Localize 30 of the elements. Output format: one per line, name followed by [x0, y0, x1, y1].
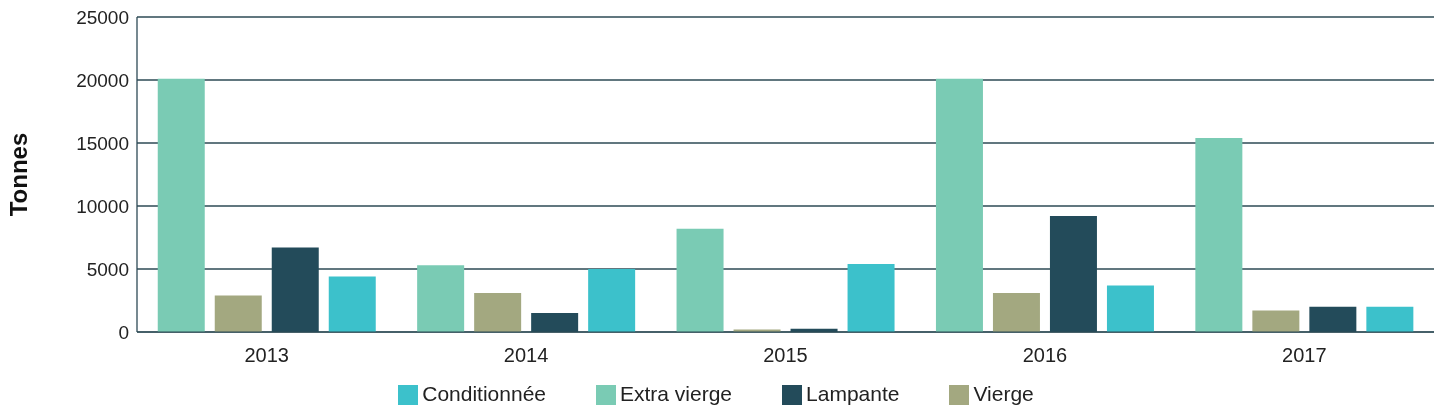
- x-tick-label: 2013: [244, 344, 289, 367]
- bar: [474, 292, 522, 332]
- x-tick-label: 2017: [1282, 344, 1327, 367]
- y-tick-label: 0: [118, 321, 129, 343]
- bar: [588, 269, 636, 332]
- x-tick-label: 2016: [1022, 344, 1068, 367]
- y-axis-title: Tonnes: [4, 132, 32, 217]
- bar: [1366, 306, 1414, 332]
- y-tick-label: 25000: [76, 6, 129, 28]
- legend-label: Lampante: [806, 382, 900, 405]
- y-tick-label: 20000: [76, 69, 129, 91]
- x-tick-label: 2014: [503, 344, 549, 367]
- bar: [214, 295, 262, 332]
- bar: [328, 276, 376, 332]
- y-tick-label: 15000: [76, 132, 129, 154]
- legend-label: Extra vierge: [619, 382, 733, 405]
- bar: [676, 228, 724, 332]
- bar: [157, 78, 205, 332]
- bar: [417, 265, 465, 332]
- x-tick-label: 2015: [763, 344, 808, 367]
- legend-label: Conditionnée: [422, 382, 546, 405]
- bar: [935, 78, 983, 332]
- bar: [847, 263, 895, 332]
- legend-label: Vierge: [973, 382, 1034, 405]
- bar: [1195, 137, 1243, 332]
- bar: [992, 292, 1040, 332]
- bar: [1106, 285, 1154, 332]
- bar: [1252, 310, 1300, 332]
- y-tick-label: 10000: [76, 195, 129, 217]
- y-tick-label: 5000: [86, 258, 129, 280]
